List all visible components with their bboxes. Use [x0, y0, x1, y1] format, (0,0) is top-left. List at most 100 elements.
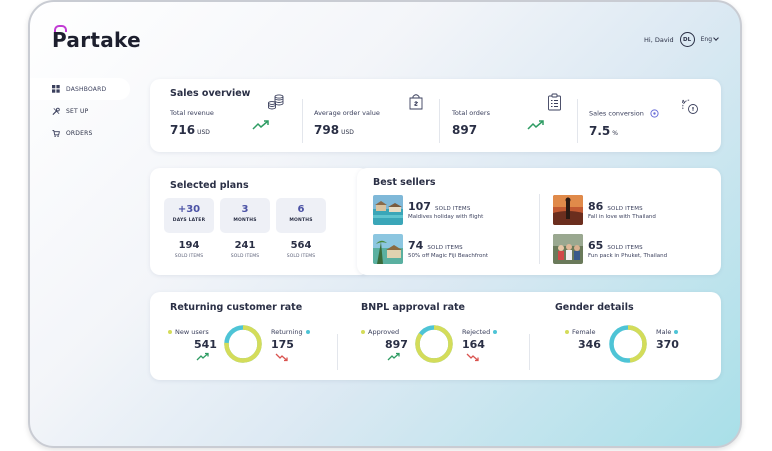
trend-up-icon	[196, 352, 209, 361]
sales-overview-card: Sales overview Total revenue 716 USD Aver…	[150, 79, 721, 152]
metric-total-orders: Total orders 897	[452, 109, 490, 143]
trend-down-icon	[275, 353, 288, 362]
chevron-down-icon	[713, 35, 719, 41]
rejected-value: 164	[462, 338, 485, 351]
partake-logo[interactable]: Partake	[52, 28, 141, 52]
sold-count: 107	[408, 200, 431, 213]
divider	[529, 334, 530, 370]
trend-up-icon	[252, 120, 269, 130]
language-selector[interactable]: Eng	[701, 35, 719, 43]
plan-sub: MONTHS	[233, 218, 257, 223]
legend-male: Male	[656, 328, 679, 336]
seller-description: Fun pack in Phuket, Thailand	[588, 253, 668, 259]
yellow-dot-icon	[168, 330, 172, 334]
metric-sales-conversion: Sales conversion 7.5%	[589, 109, 659, 143]
sold-label: SOLD ITEMS	[286, 254, 316, 259]
seller-count-row: 74 SOLD ITEMS	[408, 239, 488, 252]
sold-count: 564	[290, 240, 312, 251]
divider	[439, 99, 440, 143]
clipboard-icon	[548, 93, 561, 111]
best-seller-item[interactable]: 86 SOLD ITEMS Fall in love with Thailand	[553, 195, 656, 225]
teal-dot-icon	[305, 330, 310, 334]
seller-info: 86 SOLD ITEMS Fall in love with Thailand	[588, 200, 656, 220]
metric-label: Sales conversion	[589, 109, 659, 118]
seller-info: 65 SOLD ITEMS Fun pack in Phuket, Thaila…	[588, 239, 667, 259]
legend-rejected: Rejected	[462, 328, 498, 336]
selected-plans-card: Selected plans +30 DAYS LATER 3 MONTHS 6…	[150, 168, 370, 275]
plan-tile[interactable]: 3 MONTHS	[220, 198, 270, 233]
bnpl-rate-title: BNPL approval rate	[361, 302, 465, 313]
sold-label: SOLD ITEMS	[434, 206, 471, 212]
divider	[302, 99, 303, 143]
approved-value: 897	[385, 338, 408, 351]
metric-average-order-value: Average order value 798 USD	[314, 109, 380, 143]
plan-count: 241 SOLD ITEMS	[220, 240, 270, 259]
card-title: Selected plans	[170, 180, 249, 191]
seller-count-row: 65 SOLD ITEMS	[588, 239, 667, 252]
metric-value: 7.5%	[589, 124, 618, 138]
tools-icon	[52, 107, 60, 115]
rates-card: Returning customer rate New users 541 Re…	[150, 292, 721, 380]
app-window: Partake Hi, David DL Eng DASHBOARD SET U…	[28, 0, 742, 448]
user-menu[interactable]: Hi, David DL Eng	[644, 32, 719, 47]
sold-label: SOLD ITEMS	[607, 206, 643, 212]
sidebar-item-setup[interactable]: SET UP	[30, 100, 130, 122]
returning-rate-title: Returning customer rate	[170, 302, 303, 313]
greeting: Hi, David	[644, 35, 674, 44]
metric-value: 798 USD	[314, 123, 354, 137]
coins-icon	[268, 94, 284, 110]
legend-label: Male	[656, 328, 672, 336]
gender-title: Gender details	[555, 302, 634, 313]
best-seller-item[interactable]: 65 SOLD ITEMS Fun pack in Phuket, Thaila…	[553, 234, 667, 264]
seller-info: 107 SOLD ITEMS Maldives holiday with fli…	[408, 200, 483, 220]
donut-ring	[415, 325, 453, 363]
sold-count: 65	[588, 239, 604, 252]
legend-new-users: New users	[168, 328, 209, 336]
sold-count: 74	[408, 239, 424, 252]
logo-text: artake	[66, 28, 141, 52]
legend-returning: Returning	[271, 328, 310, 336]
legend-label: Approved	[368, 328, 400, 336]
sidebar-item-orders[interactable]: ORDERS	[30, 122, 130, 144]
sidebar: DASHBOARD SET UP ORDERS	[30, 78, 130, 144]
best-seller-item[interactable]: 107 SOLD ITEMS Maldives holiday with fli…	[373, 195, 483, 225]
legend-female: Female	[565, 328, 596, 336]
yellow-dot-icon	[361, 330, 365, 334]
thailand-image	[553, 195, 583, 225]
male-value: 370	[656, 338, 679, 351]
sold-label: SOLD ITEMS	[607, 245, 643, 251]
avatar[interactable]: DL	[679, 32, 695, 47]
metric-label: Total orders	[452, 109, 490, 117]
best-sellers-card: Best sellers 107 SOLD ITEMS Maldives hol…	[357, 168, 721, 275]
metric-total-revenue: Total revenue 716 USD	[170, 109, 214, 143]
sold-count: 86	[588, 200, 604, 213]
metric-label: Average order value	[314, 109, 380, 117]
card-title: Sales overview	[170, 88, 251, 99]
fiji-image	[373, 234, 403, 264]
seller-count-row: 107 SOLD ITEMS	[408, 200, 483, 213]
seller-description: 50% off Magic Fiji Beachfront	[408, 253, 488, 259]
sold-label: SOLD ITEMS	[230, 254, 260, 259]
sold-label: SOLD ITEMS	[174, 254, 204, 259]
sidebar-item-dashboard[interactable]: DASHBOARD	[30, 78, 130, 100]
grid-icon	[52, 85, 60, 93]
plan-tile[interactable]: 6 MONTHS	[276, 198, 326, 233]
legend-label: New users	[175, 328, 209, 336]
sidebar-item-label: SET UP	[66, 107, 89, 115]
trend-up-icon	[527, 120, 544, 130]
legend-label: Returning	[271, 328, 303, 336]
plan-number: +30	[177, 204, 201, 215]
info-icon[interactable]	[650, 109, 659, 118]
yellow-dot-icon	[565, 330, 569, 334]
seller-description: Maldives holiday with flight	[408, 214, 484, 220]
trend-up-icon	[387, 352, 400, 361]
sold-count: 241	[234, 240, 256, 251]
teal-dot-icon	[674, 330, 679, 334]
seller-description: Fall in love with Thailand	[588, 214, 656, 220]
conversion-icon	[682, 99, 698, 114]
best-seller-item[interactable]: 74 SOLD ITEMS 50% off Magic Fiji Beachfr…	[373, 234, 488, 264]
seller-info: 74 SOLD ITEMS 50% off Magic Fiji Beachfr…	[408, 239, 488, 259]
sidebar-item-label: DASHBOARD	[66, 85, 107, 93]
seller-count-row: 86 SOLD ITEMS	[588, 200, 656, 213]
plan-tile[interactable]: +30 DAYS LATER	[164, 198, 214, 233]
